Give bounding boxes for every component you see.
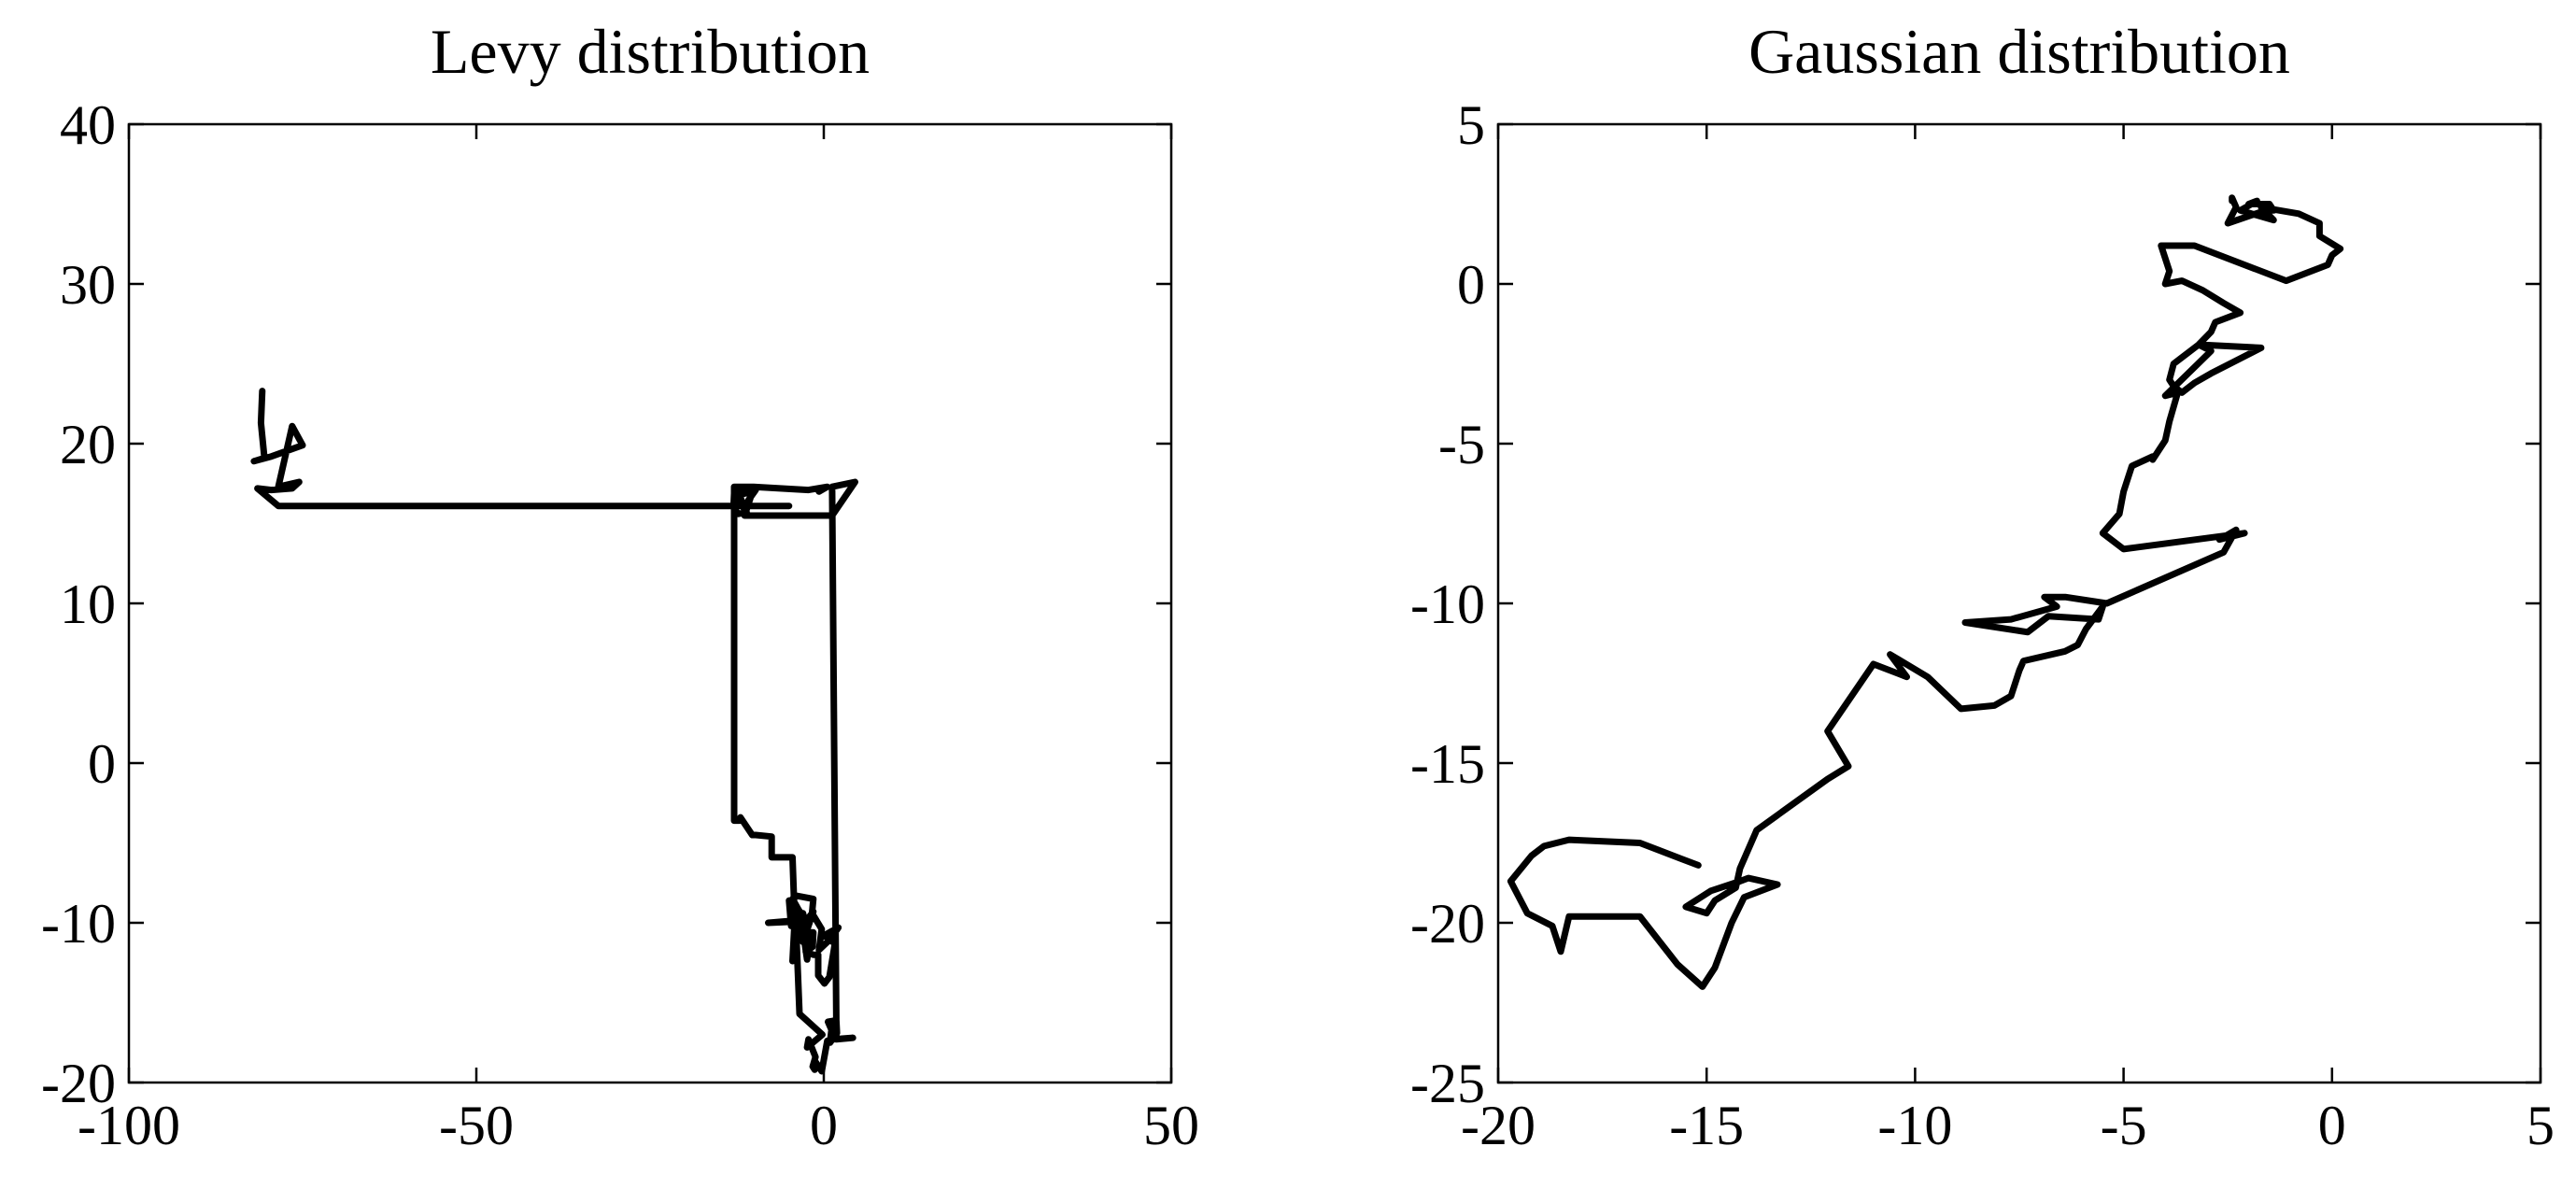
levy-x-tick-label: 0 <box>810 1095 838 1156</box>
gaussian-y-tick-label: -25 <box>1410 1053 1485 1114</box>
levy-y-tick-label: 40 <box>60 94 116 156</box>
levy-y-tick-label: 20 <box>60 414 116 475</box>
gaussian-y-tick-label: 5 <box>1457 94 1485 156</box>
gaussian-plot-frame <box>1496 122 2542 1084</box>
levy-x-tick-label: -50 <box>439 1095 514 1156</box>
gaussian-y-tick-label: -5 <box>1438 414 1485 475</box>
gaussian-x-tick-label: -5 <box>2101 1095 2147 1156</box>
gaussian-y-tick-label: 0 <box>1457 254 1485 316</box>
gaussian-tick-marks <box>1496 122 2542 1084</box>
levy-x-tick-labels: -100 -50 0 50 <box>78 1095 1199 1156</box>
levy-chart-title: Levy distribution <box>431 16 870 87</box>
gaussian-y-tick-label: -15 <box>1410 733 1485 795</box>
gaussian-x-tick-labels: -20 -15 -10 -5 0 5 <box>1461 1095 2555 1156</box>
gaussian-x-tick-label: -20 <box>1461 1095 1536 1156</box>
levy-walk-line <box>250 388 858 1075</box>
gaussian-series <box>1507 194 2344 990</box>
gaussian-y-tick-label: -20 <box>1410 893 1485 955</box>
levy-tick-marks <box>127 122 1173 1084</box>
levy-plot-frame <box>127 122 1173 1084</box>
levy-y-tick-labels: -20 -10 0 10 20 30 40 <box>41 94 116 1114</box>
gaussian-walk-line <box>1507 194 2344 990</box>
gaussian-x-tick-label: -15 <box>1669 1095 1744 1156</box>
gaussian-x-tick-label: -10 <box>1877 1095 1952 1156</box>
levy-y-tick-label: -10 <box>41 893 116 955</box>
gaussian-x-tick-label: 5 <box>2526 1095 2555 1156</box>
gaussian-y-tick-labels: -25 -20 -15 -10 -5 0 5 <box>1410 94 1485 1114</box>
levy-chart: Levy distribution -100 -50 0 50 -20-1001020… <box>41 16 1199 1156</box>
gaussian-x-tick-label: 0 <box>2318 1095 2346 1156</box>
levy-x-tick-label: 50 <box>1143 1095 1199 1156</box>
levy-y-tick-label: 0 <box>88 733 116 795</box>
levy-y-tick-label: -20 <box>41 1053 116 1114</box>
gaussian-y-tick-label: -10 <box>1410 573 1485 635</box>
levy-x-tick-label: -100 <box>78 1095 180 1156</box>
gaussian-chart: Gaussian distribution -20 -15 -10 -5 0 5 -25-… <box>1410 16 2555 1156</box>
levy-y-tick-label: 30 <box>60 254 116 316</box>
gaussian-chart-title: Gaussian distribution <box>1748 16 2290 87</box>
levy-y-tick-label: 10 <box>60 573 116 635</box>
levy-series <box>250 388 858 1075</box>
